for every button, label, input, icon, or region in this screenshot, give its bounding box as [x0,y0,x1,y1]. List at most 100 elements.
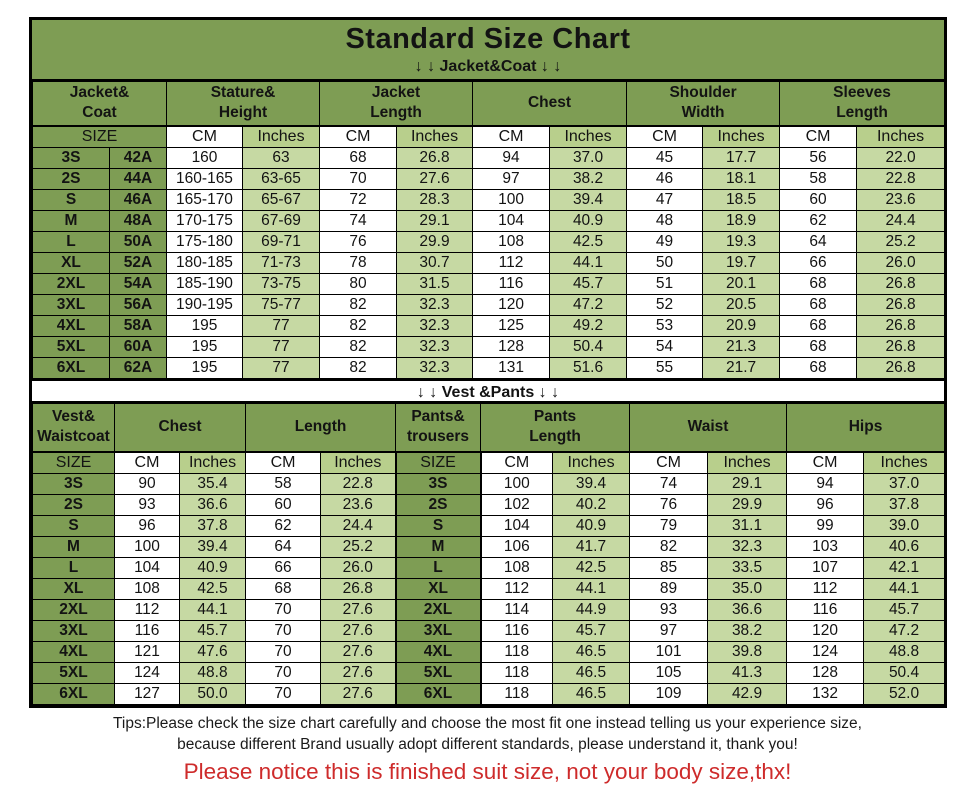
jacket-coat-section-label: ↓ ↓ Jacket&Coat ↓ ↓ [414,58,562,75]
cm-value-cell: 109 [629,683,709,705]
inches-value-cell: 39.0 [863,515,946,537]
inches-value-cell: 44.1 [863,578,946,600]
cm-value-cell: 103 [786,536,865,558]
cm-value-cell: 80 [319,272,398,295]
inches-value-cell: 38.2 [549,167,628,190]
size-cell: 3XL [32,293,110,316]
unit-column-header: Inches [707,451,788,474]
cm-value-cell: 64 [779,230,858,253]
inches-value-cell: 44.1 [178,599,247,621]
inches-value-cell: 69-71 [241,230,321,253]
cm-value-cell: 120 [472,293,551,316]
cm-value-cell: 52 [626,293,704,316]
inches-value-cell: 26.8 [856,335,946,358]
cm-value-cell: 124 [114,662,180,684]
inches-value-cell: 42.5 [178,578,247,600]
cm-value-cell: 93 [114,494,180,516]
inches-value-cell: 26.8 [320,578,397,600]
cm-value-cell: 68 [319,146,398,169]
cm-value-cell: 96 [114,515,180,537]
inches-value-cell: 65-67 [241,188,321,211]
size-column-header: SIZE [32,125,167,148]
unit-column-header: Inches [856,125,946,148]
column-group-header: Pants Length [480,402,631,453]
inches-value-cell: 47.2 [549,293,628,316]
cm-value-cell: 104 [472,209,551,232]
inches-value-cell: 50.4 [549,335,628,358]
cm-value-cell: 68 [779,335,858,358]
size-cell: 5XL [32,662,115,684]
table-row: 6XL 62A 195 77 82 32.3 131 51.6 55 21.7 68 26.8 [32,356,946,379]
cm-value-cell: 76 [629,494,709,516]
inches-value-cell: 36.6 [707,599,788,621]
size-cell: 54A [109,272,167,295]
cm-value-cell: 74 [319,209,398,232]
table-row: M 48A 170-175 67-69 74 29.1 104 40.9 48 18.9 62 24.… [32,209,946,232]
cm-value-cell: 118 [480,641,554,663]
cm-value-cell: 112 [480,578,554,600]
inches-value-cell: 25.2 [320,536,397,558]
column-group-header: Waist [629,402,788,453]
size-cell: 50A [109,230,167,253]
size-cell: 4XL [32,641,115,663]
unit-column-header: CM [114,451,180,474]
inches-value-cell: 36.6 [178,494,247,516]
inches-value-cell: 20.9 [702,314,781,337]
inches-value-cell: 42.9 [707,683,788,705]
inches-value-cell: 27.6 [320,662,397,684]
size-cell: M [32,536,115,558]
table-row: L 104 40.9 66 26.0 L 108 42.5 85 33.5 107 42.1 [32,557,946,579]
inches-value-cell: 77 [241,314,321,337]
cm-value-cell: 47 [626,188,704,211]
table-row: 3XL 116 45.7 70 27.6 3XL 116 45.7 97 38.2 120 47.2 [32,620,946,642]
inches-value-cell: 32.3 [396,293,474,316]
unit-column-header: Inches [702,125,781,148]
cm-value-cell: 68 [779,272,858,295]
inches-value-cell: 21.7 [702,356,781,379]
unit-column-header: CM [472,125,551,148]
inches-value-cell: 26.0 [320,557,397,579]
size-cell: 2XL [394,599,482,621]
inches-value-cell: 23.6 [320,494,397,516]
inches-value-cell: 40.9 [552,515,631,537]
size-cell: 3S [32,473,115,495]
inches-value-cell: 20.5 [702,293,781,316]
inches-value-cell: 30.7 [396,251,474,274]
cm-value-cell: 132 [786,683,865,705]
unit-column-header: Inches [549,125,628,148]
cm-value-cell: 62 [779,209,858,232]
inches-value-cell: 45.7 [863,599,946,621]
inches-value-cell: 41.7 [552,536,631,558]
size-cell: XL [394,578,482,600]
cm-value-cell: 128 [786,662,865,684]
inches-value-cell: 26.8 [856,272,946,295]
size-cell: M [32,209,110,232]
cm-value-cell: 104 [480,515,554,537]
table-row: 4XL 121 47.6 70 27.6 4XL 118 46.5 101 39.8 124 48.8 [32,641,946,663]
inches-value-cell: 39.4 [178,536,247,558]
cm-value-cell: 125 [472,314,551,337]
cm-value-cell: 46 [626,167,704,190]
cm-value-cell: 82 [319,335,398,358]
cm-value-cell: 108 [472,230,551,253]
inches-value-cell: 40.9 [178,557,247,579]
size-column-header: SIZE [32,451,115,474]
table-row: S 96 37.8 62 24.4 S 104 40.9 79 31.1 99 39.0 [32,515,946,537]
cm-value-cell: 70 [245,662,322,684]
inches-value-cell: 51.6 [549,356,628,379]
inches-value-cell: 26.8 [856,293,946,316]
cm-value-cell: 74 [629,473,709,495]
cm-value-cell: 68 [779,356,858,379]
cm-value-cell: 58 [245,473,322,495]
size-cell: 4XL [394,641,482,663]
table-row: 6XL 127 50.0 70 27.6 6XL 118 46.5 109 42.9 132 52.0 [32,683,946,705]
inches-value-cell: 46.5 [552,641,631,663]
column-group-header: Jacket& Coat [32,81,167,127]
inches-value-cell: 63 [241,146,321,169]
cm-value-cell: 68 [779,293,858,316]
jacket-coat-table: Jacket& Coat Stature& Height Jacket Length… [32,81,946,379]
inches-value-cell: 21.3 [702,335,781,358]
size-cell: 2S [394,494,482,516]
cm-value-cell: 72 [319,188,398,211]
size-cell: 6XL [394,683,482,705]
